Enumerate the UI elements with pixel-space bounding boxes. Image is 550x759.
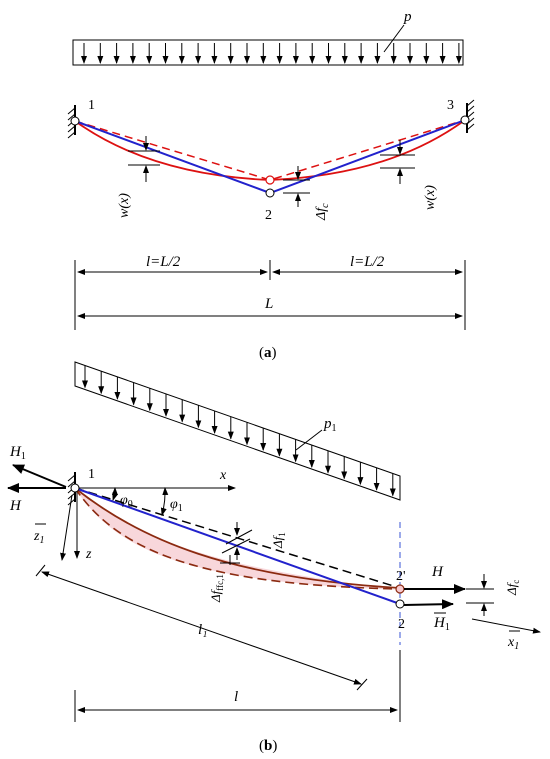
- node-3-label: 3: [447, 98, 454, 113]
- deflection-label-left: w(x): [117, 193, 132, 218]
- caption-b: (b): [259, 738, 277, 754]
- x1-axis-arrow: [471, 618, 541, 634]
- force-h-right-label: H: [431, 564, 444, 580]
- delta-fc-label: Δfc: [504, 580, 521, 596]
- center-delta-marker: [283, 166, 310, 207]
- force-hbar1-label: H1: [433, 615, 450, 633]
- angle-phi0-arc: [111, 487, 119, 501]
- delta-ffc-label: Δfffc,1: [208, 574, 225, 603]
- panel-a: p 1 3 2: [67, 9, 475, 361]
- node-2b-circle: [395, 599, 405, 609]
- angle-phi1-label: φ1: [170, 497, 183, 514]
- load-p1-leader: [295, 429, 323, 451]
- dimension-lines-a: [74, 260, 466, 330]
- load-p1-label: p1: [323, 416, 337, 434]
- dim-total: L: [264, 296, 273, 312]
- node-1b-label: 1: [88, 467, 95, 482]
- node-2b-label: 2: [398, 617, 405, 632]
- deflection-marker-left: [128, 136, 160, 182]
- node-2prime-circle: [395, 584, 405, 594]
- center-delta-label: Δfc: [314, 203, 331, 221]
- red-deflected-cable: [74, 119, 466, 181]
- force-h1-arrow: [12, 464, 67, 488]
- right-support-hatch: [466, 99, 475, 133]
- delta-fc-marker: [466, 574, 494, 616]
- inclined-load-box: [74, 361, 401, 501]
- delta-ffc-marker: [220, 555, 240, 565]
- dim-l-label: l: [234, 689, 238, 705]
- deflection-label-right: w(x): [423, 185, 438, 210]
- deflection-marker-right: [380, 140, 415, 184]
- inclined-load-arrows: [82, 365, 396, 497]
- x-axis-label: x: [219, 468, 227, 483]
- red-dashed-chord: [74, 119, 466, 181]
- node-3-circle: [460, 115, 470, 125]
- load-label-leader: [383, 24, 405, 53]
- z1-axis-arrow: [60, 494, 73, 561]
- x1-axis-label: x1: [507, 635, 519, 652]
- dim-half-right: l=L/2: [350, 254, 385, 270]
- dimension-l1: [35, 564, 368, 691]
- node-1-label: 1: [88, 98, 95, 113]
- deflection-envelope: [75, 488, 400, 590]
- dimension-l: [74, 650, 401, 722]
- z-axis-label: z: [85, 547, 92, 562]
- node-1b-circle: [70, 483, 80, 493]
- node-1-circle: [70, 116, 80, 126]
- z1-axis-label: z1: [33, 529, 44, 546]
- delta-f1-label: Δf1: [270, 532, 287, 549]
- angle-phi0-label: φ0: [120, 493, 133, 510]
- dim-l1-label: l₁: [198, 622, 207, 638]
- angle-phi1-arc: [160, 487, 169, 516]
- uniform-load-box: [72, 39, 464, 66]
- dim-half-left: l=L/2: [146, 254, 181, 270]
- force-hbar1-arrow: [403, 599, 454, 610]
- force-h-label: H: [9, 498, 22, 514]
- node-2-displaced-circle: [265, 175, 275, 185]
- panel-b: p1 H1 H x z z1 φ0: [7, 361, 541, 754]
- caption-a: (a): [259, 345, 277, 361]
- delta-f1-marker: [221, 522, 253, 560]
- force-h1-label: H1: [9, 444, 26, 462]
- load-label-p: p: [403, 9, 412, 25]
- load-arrows: [81, 43, 462, 64]
- node-2-circle: [265, 188, 275, 198]
- node-2-label: 2: [265, 208, 272, 223]
- node-2prime-label: 2': [396, 569, 406, 584]
